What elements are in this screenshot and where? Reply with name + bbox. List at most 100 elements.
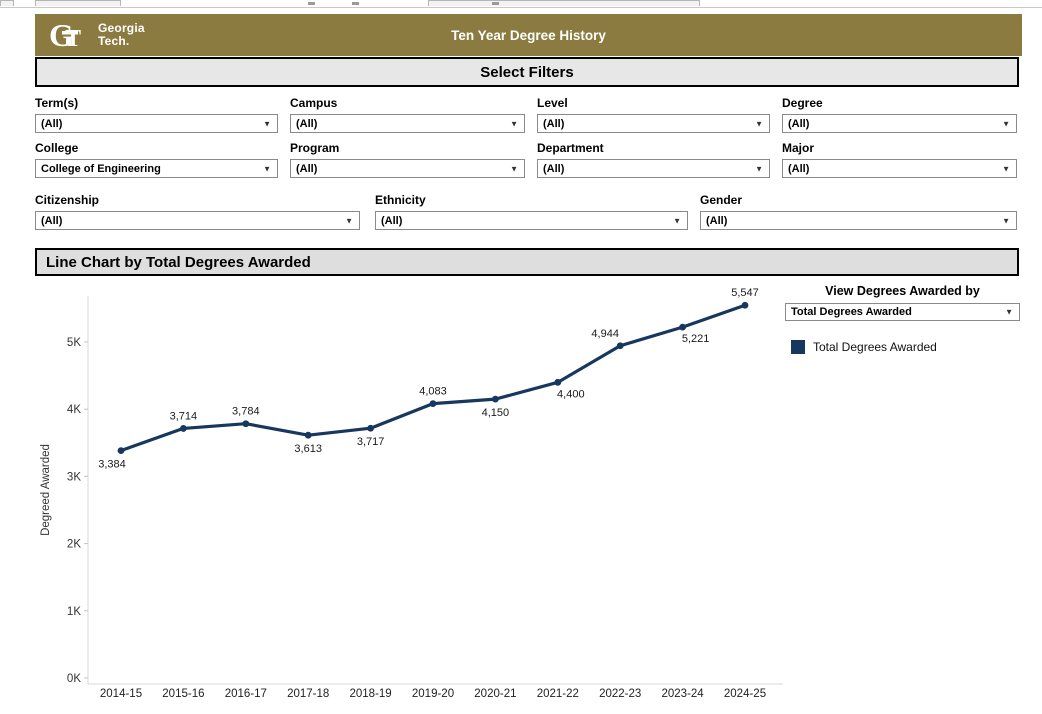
x-tick-label: 2020-21 bbox=[474, 688, 516, 700]
filter-campus: Campus (All) ▼ bbox=[290, 96, 525, 133]
filter-level: Level (All) ▼ bbox=[537, 96, 770, 133]
citizenship-dropdown[interactable]: (All) ▼ bbox=[35, 211, 360, 230]
data-label: 4,150 bbox=[482, 407, 510, 419]
wordmark-line1: Georgia bbox=[98, 21, 145, 35]
data-label: 5,547 bbox=[731, 287, 759, 299]
x-tick-label: 2024-25 bbox=[724, 688, 766, 700]
x-tick-label: 2021-22 bbox=[537, 688, 579, 700]
data-label: 3,384 bbox=[98, 459, 126, 471]
data-label: 3,717 bbox=[357, 436, 385, 448]
chevron-down-icon: ▼ bbox=[755, 163, 763, 173]
y-tick-label: 4K bbox=[67, 404, 81, 416]
chevron-down-icon: ▼ bbox=[755, 118, 763, 128]
major-dropdown[interactable]: (All) ▼ bbox=[782, 159, 1017, 178]
svg-text:T: T bbox=[65, 26, 81, 51]
data-label: 4,944 bbox=[591, 328, 619, 340]
legend-swatch bbox=[791, 340, 805, 354]
data-label: 4,400 bbox=[557, 388, 585, 400]
chevron-down-icon: ▼ bbox=[510, 163, 518, 173]
college-dropdown[interactable]: College of Engineering ▼ bbox=[35, 159, 278, 178]
terms-dropdown[interactable]: (All) ▼ bbox=[35, 114, 278, 133]
level-dropdown[interactable]: (All) ▼ bbox=[537, 114, 770, 133]
line-chart: 0K 1K 2K 3K 4K 5K 2014-15 2015-16 2016-17 2017-18… bbox=[35, 278, 795, 714]
filter-ethnicity: Ethnicity (All) ▼ bbox=[375, 193, 688, 230]
filter-program: Program (All) ▼ bbox=[290, 141, 525, 178]
y-tick-label: 1K bbox=[67, 606, 81, 618]
y-axis-title: Degreed Awarded bbox=[40, 444, 52, 536]
y-tick-label: 5K bbox=[67, 337, 81, 349]
degree-dropdown[interactable]: (All) ▼ bbox=[782, 114, 1017, 133]
filter-label: Degree bbox=[782, 96, 823, 110]
georgia-tech-logo: G T Georgia Tech. bbox=[49, 19, 145, 51]
data-point[interactable] bbox=[554, 378, 562, 386]
data-point[interactable] bbox=[429, 400, 437, 408]
filter-label: Campus bbox=[290, 96, 338, 110]
y-tick-label: 0K bbox=[67, 673, 81, 685]
legend: Total Degrees Awarded bbox=[791, 340, 1020, 354]
tab-fragment[interactable] bbox=[428, 0, 700, 6]
chevron-down-icon: ▼ bbox=[673, 215, 681, 225]
filter-terms: Term(s) (All) ▼ bbox=[35, 96, 278, 133]
data-label: 4,083 bbox=[419, 386, 447, 398]
view-panel: View Degrees Awarded by Total Degrees Aw… bbox=[785, 284, 1020, 354]
x-tick-label: 2017-18 bbox=[287, 688, 329, 700]
program-dropdown[interactable]: (All) ▼ bbox=[290, 159, 525, 178]
data-point[interactable] bbox=[492, 395, 499, 403]
chevron-down-icon: ▼ bbox=[263, 163, 271, 173]
ethnicity-dropdown[interactable]: (All) ▼ bbox=[375, 211, 688, 230]
line-chart-svg: 0K 1K 2K 3K 4K 5K 2014-15 2015-16 2016-17 2017-18… bbox=[40, 287, 783, 700]
gender-dropdown[interactable]: (All) ▼ bbox=[700, 211, 1017, 230]
page-title: Ten Year Degree History bbox=[451, 27, 606, 43]
filter-label: Term(s) bbox=[35, 96, 79, 110]
campus-dropdown[interactable]: (All) ▼ bbox=[290, 114, 525, 133]
chevron-down-icon: ▼ bbox=[1002, 215, 1010, 225]
tab-icon-fragment bbox=[352, 2, 359, 5]
x-tick-label: 2014-15 bbox=[100, 688, 142, 700]
tab-strip bbox=[0, 0, 1042, 8]
view-degrees-dropdown[interactable]: Total Degrees Awarded ▼ bbox=[785, 303, 1020, 321]
filter-major: Major (All) ▼ bbox=[782, 141, 1017, 178]
svg-text:G: G bbox=[49, 19, 74, 51]
x-tick-label: 2022-23 bbox=[599, 688, 641, 700]
chevron-down-icon: ▼ bbox=[1002, 163, 1010, 173]
filter-degree: Degree (All) ▼ bbox=[782, 96, 1017, 133]
filter-label: Department bbox=[537, 141, 604, 155]
chevron-down-icon: ▼ bbox=[263, 118, 271, 128]
data-label: 3,613 bbox=[294, 443, 322, 455]
tab-fragment[interactable] bbox=[0, 0, 14, 6]
legend-label: Total Degrees Awarded bbox=[813, 340, 937, 354]
filter-label: Ethnicity bbox=[375, 193, 426, 207]
data-point[interactable] bbox=[180, 425, 187, 432]
filter-label: Citizenship bbox=[35, 193, 100, 207]
filter-label: Gender bbox=[700, 193, 743, 207]
data-point[interactable] bbox=[367, 424, 374, 432]
gt-mark-icon: G T bbox=[49, 19, 81, 51]
data-point[interactable] bbox=[616, 342, 624, 350]
data-point[interactable] bbox=[242, 420, 250, 428]
filter-label: College bbox=[35, 141, 79, 155]
x-tick-label: 2018-19 bbox=[349, 688, 391, 700]
filter-department: Department (All) ▼ bbox=[537, 141, 770, 178]
data-point[interactable] bbox=[679, 323, 686, 331]
department-dropdown[interactable]: (All) ▼ bbox=[537, 159, 770, 178]
tab-fragment[interactable] bbox=[35, 0, 121, 6]
x-tick-label: 2015-16 bbox=[162, 688, 204, 700]
view-panel-heading: View Degrees Awarded by bbox=[825, 284, 980, 298]
filter-label: Major bbox=[782, 141, 815, 155]
chevron-down-icon: ▼ bbox=[1002, 118, 1010, 128]
wordmark-line2: Tech. bbox=[98, 34, 130, 48]
data-point[interactable] bbox=[741, 301, 749, 309]
series-line bbox=[119, 303, 747, 453]
filter-citizenship: Citizenship (All) ▼ bbox=[35, 193, 360, 230]
data-label: 5,221 bbox=[682, 333, 710, 345]
chevron-down-icon: ▼ bbox=[510, 118, 518, 128]
data-label: 3,714 bbox=[170, 410, 198, 422]
wordmark: Georgia Tech. bbox=[98, 22, 145, 48]
select-filters-header: Select Filters bbox=[35, 57, 1019, 87]
data-point[interactable] bbox=[304, 431, 312, 439]
filter-label: Level bbox=[537, 96, 568, 110]
chevron-down-icon: ▼ bbox=[1005, 307, 1013, 317]
chevron-down-icon: ▼ bbox=[345, 215, 353, 225]
data-point[interactable] bbox=[117, 447, 125, 454]
filter-label: Program bbox=[290, 141, 340, 155]
